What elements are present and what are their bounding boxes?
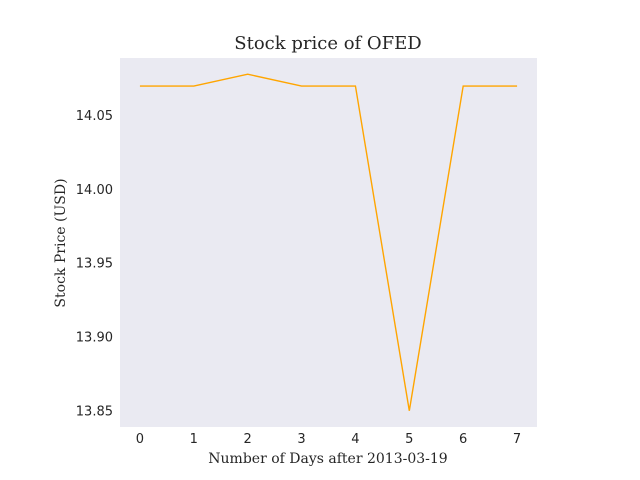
x-ticks: 0 1 2 3 4 5 6 7 xyxy=(136,432,521,447)
x-tick-label: 6 xyxy=(459,432,467,447)
x-axis-label: Number of Days after 2013-03-19 xyxy=(208,451,447,467)
x-tick-label: 4 xyxy=(351,432,359,447)
plot-area xyxy=(120,58,537,427)
x-tick-label: 3 xyxy=(297,432,305,447)
x-tick-label: 1 xyxy=(190,432,198,447)
x-tick-label: 5 xyxy=(405,432,413,447)
y-ticks: 13.85 13.90 13.95 14.00 14.05 xyxy=(76,109,113,419)
y-tick-label: 13.90 xyxy=(76,330,113,345)
x-tick-label: 0 xyxy=(136,432,144,447)
y-tick-label: 13.85 xyxy=(76,404,113,419)
y-axis-label: Stock Price (USD) xyxy=(53,178,69,307)
series-line xyxy=(139,73,518,411)
series-layer xyxy=(139,73,518,411)
chart-title: Stock price of OFED xyxy=(234,33,422,54)
y-tick-label: 13.95 xyxy=(76,257,113,272)
x-tick-label: 2 xyxy=(244,432,252,447)
x-tick-label: 7 xyxy=(513,432,521,447)
y-tick-label: 14.00 xyxy=(76,183,113,198)
y-tick-label: 14.05 xyxy=(76,109,113,124)
